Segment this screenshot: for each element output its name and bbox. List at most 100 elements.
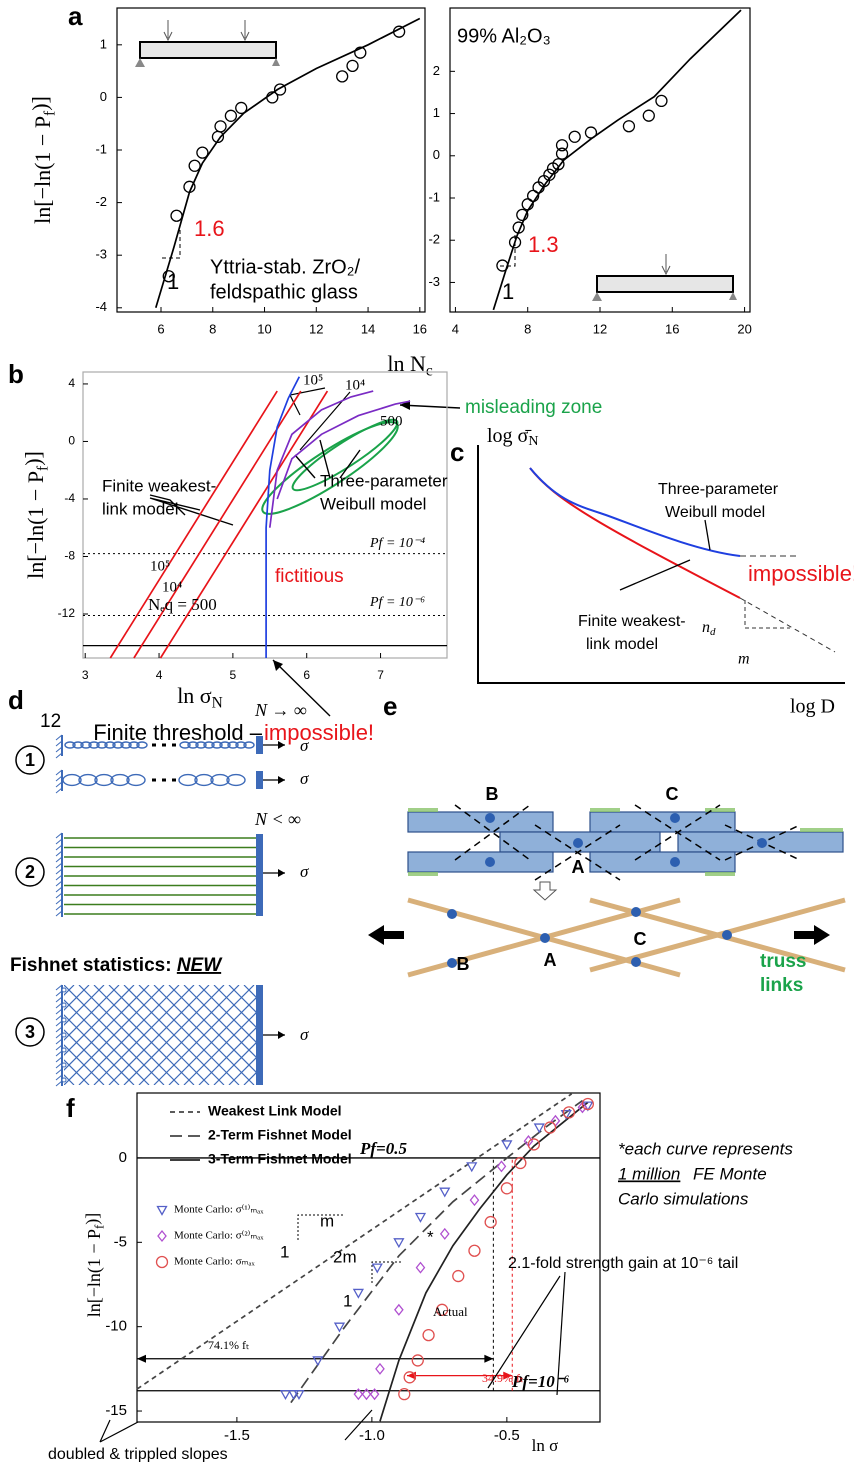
wall-hatch xyxy=(55,892,63,899)
mesh-line xyxy=(64,1044,105,1085)
link xyxy=(195,741,207,749)
marker xyxy=(622,120,636,133)
marker xyxy=(162,270,175,283)
wall-hatch xyxy=(55,1068,63,1075)
link xyxy=(64,741,76,749)
end-plate xyxy=(256,985,263,1085)
marker xyxy=(155,1255,169,1269)
annotation: 1.6 xyxy=(194,216,225,241)
marker xyxy=(468,1244,481,1257)
marker xyxy=(214,120,227,133)
end-plate xyxy=(256,771,263,789)
mesh-line xyxy=(138,985,240,1085)
x-tick-label: 4 xyxy=(452,321,459,336)
stress-label: σ xyxy=(300,736,309,755)
y-tick-label: -5 xyxy=(114,1233,127,1250)
label-part: f xyxy=(92,1224,106,1229)
wall-hatch xyxy=(55,850,63,857)
matrix xyxy=(705,872,735,876)
label-part: )] xyxy=(21,451,46,466)
circle xyxy=(540,933,550,943)
mesh-node xyxy=(61,1017,67,1023)
mesh-line xyxy=(228,985,256,1013)
annotation: 10⁴ xyxy=(162,579,182,595)
path xyxy=(273,660,283,671)
link xyxy=(104,741,116,749)
y-tick-label: -4 xyxy=(95,299,107,314)
annotation: doubled & trippled slopes xyxy=(48,1446,228,1462)
truss-label: truss xyxy=(760,951,806,972)
y-axis-label: ln[−ln(1 − Pf)] xyxy=(21,451,51,579)
wall-hatch xyxy=(55,868,63,875)
node-label: C xyxy=(666,784,679,804)
marker xyxy=(287,1390,300,1400)
marker xyxy=(533,1123,545,1134)
wall-hatch xyxy=(55,990,63,997)
wall-hatch xyxy=(55,740,63,747)
node-label: A xyxy=(572,857,585,877)
path xyxy=(619,519,711,591)
fishnet-mesh xyxy=(64,985,256,1085)
annotation: m xyxy=(320,1211,334,1230)
annotation: impossible! xyxy=(748,561,854,586)
scatter-chart: 4 8 12 16 20 2 1 0 -1 -2 -3 99% Al₂O₃ 1.3 1 ln Nc xyxy=(387,7,752,379)
legend-label: Monte Carlo: σₘₐₓ xyxy=(174,1256,256,1268)
mesh-line xyxy=(108,985,210,1085)
wall-hatch xyxy=(55,1074,63,1081)
panel-label: c xyxy=(450,437,464,467)
marker xyxy=(552,158,565,171)
link xyxy=(80,741,92,749)
annotation: 1 million xyxy=(618,1164,680,1183)
wall-hatch xyxy=(55,1080,63,1087)
x-tick-label: -1.0 xyxy=(359,1427,385,1444)
link xyxy=(112,741,124,749)
marker xyxy=(577,1101,588,1114)
x-axis-label: ln σ xyxy=(532,1436,559,1455)
load-arrow xyxy=(368,925,830,945)
ellipse xyxy=(291,418,399,492)
marker xyxy=(336,70,349,83)
path xyxy=(272,659,331,717)
g xyxy=(485,813,767,867)
marker xyxy=(543,168,556,181)
link xyxy=(235,741,247,749)
mesh-line xyxy=(213,1042,256,1085)
x-tick-label: 12 xyxy=(309,321,323,336)
legend-label: 3-Term Fishnet Model xyxy=(208,1151,352,1167)
end-plate xyxy=(256,834,263,916)
link xyxy=(136,741,148,749)
series-line xyxy=(154,17,421,309)
annotation: Finite weakest- xyxy=(102,476,216,495)
path xyxy=(739,597,836,653)
marker xyxy=(293,1390,305,1400)
annotation: Weibull model xyxy=(320,494,426,513)
mesh-line xyxy=(123,985,225,1085)
annotation: 2m xyxy=(333,1247,357,1266)
scatter-chart: -1.5 -1.0 -0.5 0 -5 -10 -15 Pf=0.5 Pf=10⁻⁶ m 2m 1 1 *… xyxy=(48,1092,793,1462)
mesh-line xyxy=(64,985,90,1011)
mesh-node xyxy=(61,1032,67,1038)
marker xyxy=(568,130,581,143)
link xyxy=(78,773,98,787)
mesh-line xyxy=(64,985,105,1026)
x-tick-label: 12 xyxy=(593,321,607,336)
link xyxy=(72,741,84,749)
annotation: Carlo simulations xyxy=(618,1189,749,1208)
link xyxy=(94,773,114,787)
y-tick-label: -1 xyxy=(428,189,440,204)
circle xyxy=(447,909,457,919)
link xyxy=(110,773,130,787)
title-part: Fishnet statistics: xyxy=(10,955,177,976)
marker xyxy=(543,1121,557,1134)
path xyxy=(263,744,285,1036)
marker xyxy=(439,1227,450,1240)
wall-hatch xyxy=(55,904,63,911)
link xyxy=(178,773,198,787)
annotation: 1.3 xyxy=(528,232,559,257)
mesh-node xyxy=(61,1002,67,1008)
g xyxy=(15,745,45,1047)
plot-frame xyxy=(136,1092,601,1423)
y-axis-label: ln[−ln(1 − Pf)] xyxy=(82,1213,106,1318)
x-tick-label: 7 xyxy=(377,668,384,682)
